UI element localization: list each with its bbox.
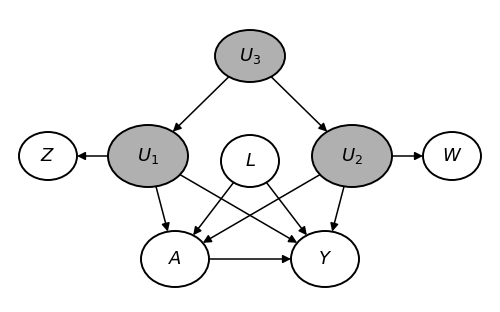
Ellipse shape [221,135,279,187]
Text: $W$: $W$ [442,147,462,165]
Text: $Z$: $Z$ [40,147,56,165]
Ellipse shape [423,132,481,180]
Ellipse shape [19,132,77,180]
Text: $U_2$: $U_2$ [341,146,363,166]
Ellipse shape [312,125,392,187]
Text: $L$: $L$ [244,152,256,170]
Ellipse shape [108,125,188,187]
Text: $A$: $A$ [168,250,182,268]
Text: $U_1$: $U_1$ [137,146,159,166]
Ellipse shape [291,231,359,287]
Text: $U_3$: $U_3$ [239,46,261,66]
Ellipse shape [141,231,209,287]
Ellipse shape [215,30,285,82]
Text: $Y$: $Y$ [318,250,332,268]
